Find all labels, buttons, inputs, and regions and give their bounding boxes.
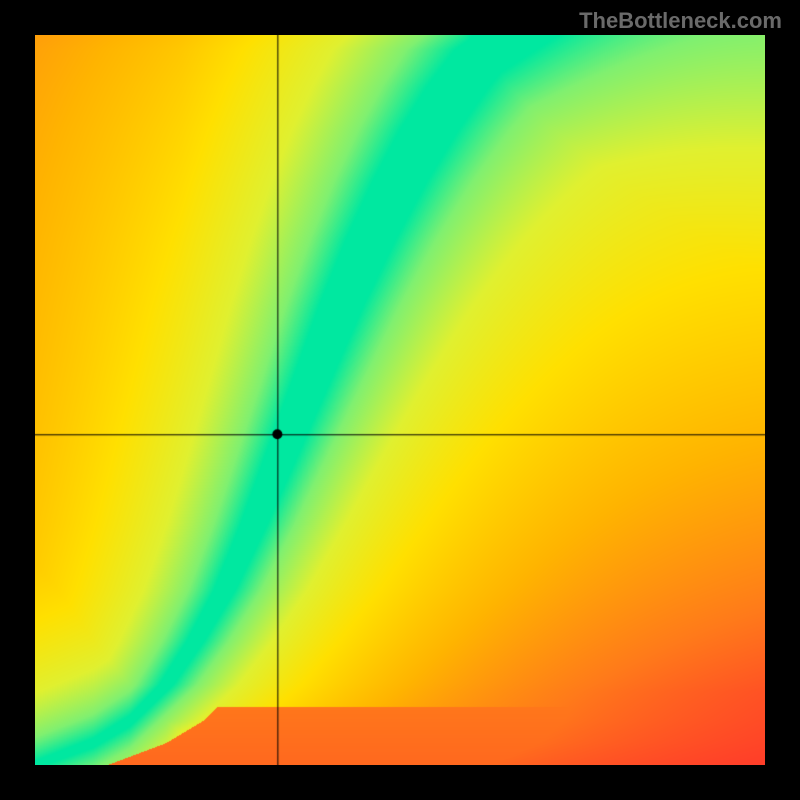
watermark-text: TheBottleneck.com bbox=[579, 8, 782, 34]
heatmap-canvas bbox=[35, 35, 765, 765]
heatmap-plot bbox=[35, 35, 765, 765]
